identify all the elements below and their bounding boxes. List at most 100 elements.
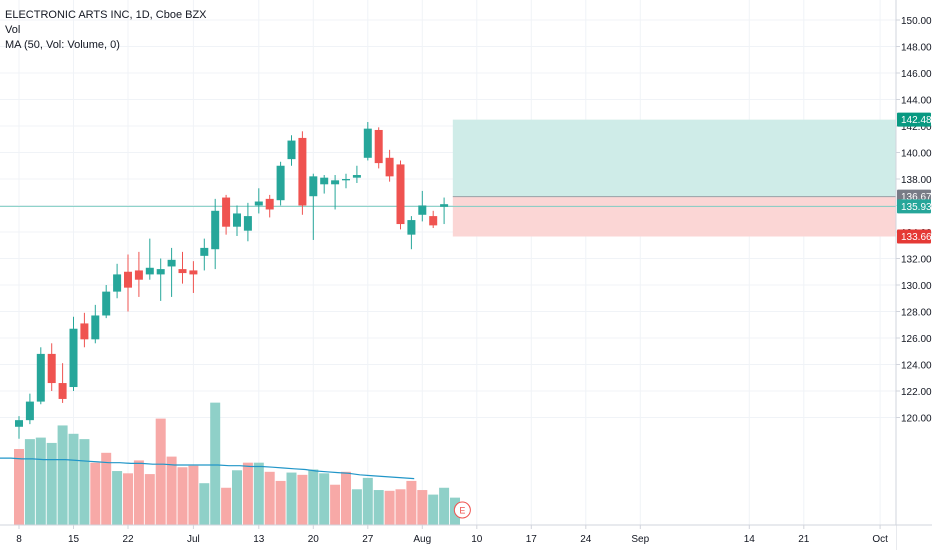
candle-body[interactable] xyxy=(298,137,307,206)
candle-body[interactable] xyxy=(418,205,427,215)
candle-body[interactable] xyxy=(102,291,111,316)
price-tick-label: 142.00 xyxy=(901,122,932,133)
candle-body[interactable] xyxy=(233,213,241,227)
volume-bar xyxy=(373,490,384,525)
volume-bar xyxy=(341,471,351,525)
volume-bar xyxy=(417,490,428,525)
time-tick-label: Sep xyxy=(631,534,649,545)
volume-bar xyxy=(439,487,450,525)
volume-bar xyxy=(14,449,24,525)
volume-bar xyxy=(275,480,286,525)
time-tick-label: 10 xyxy=(471,534,483,545)
candle-body[interactable] xyxy=(15,420,23,427)
volume-legend[interactable]: Vol xyxy=(5,24,21,36)
candle-body[interactable] xyxy=(145,267,154,275)
target-price-tag[interactable] xyxy=(897,112,931,127)
volume-bar xyxy=(46,442,57,525)
time-axis-bg xyxy=(0,525,896,550)
candle-body[interactable] xyxy=(36,353,45,402)
candle-body[interactable] xyxy=(352,175,361,178)
volume-bar xyxy=(221,487,232,525)
candle-body[interactable] xyxy=(189,270,198,275)
time-tick-label: 20 xyxy=(308,534,320,545)
price-tick-label: 144.00 xyxy=(901,96,932,107)
candle-body[interactable] xyxy=(113,274,122,292)
volume-bar xyxy=(155,418,166,525)
last-price-tag[interactable] xyxy=(897,199,931,214)
candle-body[interactable] xyxy=(167,259,176,267)
volume-bar xyxy=(133,460,144,525)
price-tick-label: 124.00 xyxy=(901,361,932,372)
candle-body[interactable] xyxy=(407,220,416,235)
candle-body[interactable] xyxy=(309,176,318,197)
time-tick-label: 15 xyxy=(68,534,80,545)
chart-legend: ELECTRONIC ARTS INC, 1D, Cboe BZX Vol MA… xyxy=(5,8,207,53)
candle-body[interactable] xyxy=(91,315,100,340)
price-tick-label: 122.00 xyxy=(901,387,932,398)
target-price-tag-label: 142.48 xyxy=(901,115,932,126)
candle-body[interactable] xyxy=(124,271,132,288)
candle-body[interactable] xyxy=(69,328,78,388)
candle-body[interactable] xyxy=(134,270,143,280)
candle-body[interactable] xyxy=(331,180,340,185)
candle-body[interactable] xyxy=(178,269,187,274)
volume-bar xyxy=(286,472,297,525)
volume-bar xyxy=(406,480,417,525)
time-tick-label: 22 xyxy=(122,534,134,545)
stop-price-tag[interactable] xyxy=(897,229,931,244)
candle-body[interactable] xyxy=(320,177,329,185)
time-tick-label: 17 xyxy=(526,534,538,545)
profit-zone[interactable] xyxy=(452,119,896,197)
volume-bar xyxy=(395,489,406,525)
time-tick-label: 24 xyxy=(580,534,592,545)
candle-body[interactable] xyxy=(265,198,274,210)
price-tick-label: 130.00 xyxy=(901,281,932,292)
candle-body[interactable] xyxy=(80,323,89,340)
price-tick-label: 138.00 xyxy=(901,175,932,186)
earnings-marker[interactable] xyxy=(453,501,471,519)
time-axis[interactable]: 8 15 22 Jul 13 20 27 Aug 10 17 24 Sep 14 21 Oct xyxy=(0,524,932,550)
volume-bar xyxy=(319,473,330,525)
entry-price-tag-label: 136.67 xyxy=(901,192,932,203)
candle-body[interactable] xyxy=(243,216,252,231)
volume-bar xyxy=(199,483,210,525)
volume-bar xyxy=(123,473,133,525)
symbol-title[interactable]: ELECTRONIC ARTS INC, 1D, Cboe BZX xyxy=(5,9,207,21)
candle-body[interactable] xyxy=(276,165,285,201)
candle-body[interactable] xyxy=(374,129,383,164)
candle-body[interactable] xyxy=(385,157,394,177)
long-position-tool[interactable] xyxy=(0,119,896,237)
candle-body[interactable] xyxy=(47,353,56,384)
volume-bar xyxy=(177,467,188,525)
candle-body[interactable] xyxy=(254,201,263,206)
stop-price-tag-label: 133.66 xyxy=(901,232,932,243)
volume-bar xyxy=(68,433,79,525)
last-price-tag-label: 135.93 xyxy=(901,202,932,213)
candle-body[interactable] xyxy=(25,401,34,421)
event-markers: E xyxy=(453,501,471,519)
candle-body[interactable] xyxy=(222,197,231,227)
volume-bar xyxy=(428,494,439,525)
volume-bar xyxy=(210,402,221,525)
candle-body[interactable] xyxy=(440,204,449,207)
candle-body[interactable] xyxy=(156,269,165,275)
candlesticks[interactable] xyxy=(15,122,449,439)
volume-bar xyxy=(297,474,308,525)
candle-body[interactable] xyxy=(363,128,372,158)
candle-body[interactable] xyxy=(200,247,209,256)
price-axis[interactable]: 120.00 122.00 124.00 126.00 128.00 130.00 132.… xyxy=(895,0,932,550)
ma-legend[interactable]: MA (50, Vol: Volume, 0) xyxy=(5,39,120,51)
volume-bar xyxy=(264,471,275,525)
loss-zone[interactable] xyxy=(452,196,896,237)
time-tick-label: Jul xyxy=(187,534,200,545)
candle-body[interactable] xyxy=(211,210,220,250)
candle-body[interactable] xyxy=(58,383,67,399)
candle-body[interactable] xyxy=(287,140,296,160)
candle-body[interactable] xyxy=(396,164,405,225)
grid-lines xyxy=(0,0,896,525)
volume-bar xyxy=(330,484,341,525)
candle-body[interactable] xyxy=(342,179,350,181)
candle-body[interactable] xyxy=(429,216,438,226)
volume-bar xyxy=(112,471,123,525)
